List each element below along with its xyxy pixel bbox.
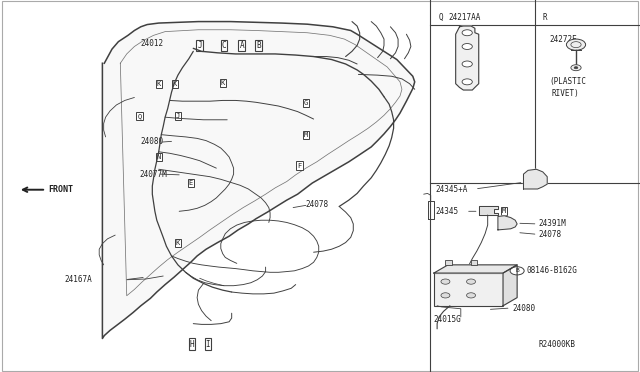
Polygon shape — [524, 169, 547, 189]
Text: 24078: 24078 — [539, 230, 562, 239]
Text: F: F — [298, 163, 301, 169]
Circle shape — [462, 30, 472, 36]
Text: 24077M: 24077M — [140, 170, 167, 179]
Text: E: E — [189, 180, 193, 186]
Text: 24391M: 24391M — [539, 219, 566, 228]
Text: 24015G: 24015G — [434, 315, 461, 324]
Text: 24272E: 24272E — [549, 35, 577, 44]
Text: K: K — [157, 81, 161, 87]
Text: G: G — [304, 100, 308, 106]
Circle shape — [467, 293, 476, 298]
Text: 08146-B162G: 08146-B162G — [526, 266, 577, 275]
Text: (PLASTIC: (PLASTIC — [549, 77, 586, 86]
Text: Q: Q — [438, 13, 443, 22]
Circle shape — [462, 44, 472, 49]
Bar — [434, 273, 503, 306]
Text: M: M — [304, 132, 308, 138]
Text: 24217AA: 24217AA — [448, 13, 481, 22]
Polygon shape — [456, 26, 479, 90]
Circle shape — [441, 279, 450, 284]
Circle shape — [441, 293, 450, 298]
Text: RIVET): RIVET) — [552, 89, 579, 98]
Text: 24080: 24080 — [141, 137, 164, 146]
Text: H: H — [189, 340, 195, 349]
Text: J: J — [197, 41, 202, 50]
Circle shape — [462, 79, 472, 85]
Circle shape — [462, 61, 472, 67]
Polygon shape — [102, 22, 415, 339]
Text: C: C — [221, 41, 227, 50]
Text: 24078: 24078 — [306, 200, 329, 209]
Bar — [471, 260, 477, 265]
Text: B: B — [515, 268, 519, 273]
Circle shape — [467, 279, 476, 284]
Text: FRONT: FRONT — [48, 185, 73, 194]
Circle shape — [566, 39, 586, 50]
Circle shape — [510, 267, 524, 275]
Text: 24345+A: 24345+A — [435, 185, 468, 194]
Text: 24345: 24345 — [435, 207, 458, 216]
Text: 24080: 24080 — [512, 304, 535, 312]
Text: N: N — [157, 154, 161, 160]
Text: K: K — [173, 81, 177, 87]
Circle shape — [571, 65, 581, 71]
Text: Q: Q — [138, 113, 141, 119]
Text: B: B — [256, 41, 261, 50]
Text: R: R — [543, 13, 547, 22]
Bar — [445, 260, 452, 265]
Text: 24167A: 24167A — [64, 275, 92, 284]
Text: J: J — [176, 113, 180, 119]
Text: K: K — [221, 80, 225, 86]
Text: K: K — [176, 240, 180, 246]
Polygon shape — [503, 265, 517, 306]
Text: A: A — [239, 41, 244, 50]
Polygon shape — [479, 206, 498, 215]
Polygon shape — [434, 265, 517, 273]
Text: 24012: 24012 — [141, 39, 164, 48]
Text: M: M — [502, 208, 506, 214]
Text: R24000KB: R24000KB — [539, 340, 576, 349]
Text: I: I — [205, 340, 211, 349]
Polygon shape — [498, 216, 517, 230]
Circle shape — [574, 67, 578, 69]
